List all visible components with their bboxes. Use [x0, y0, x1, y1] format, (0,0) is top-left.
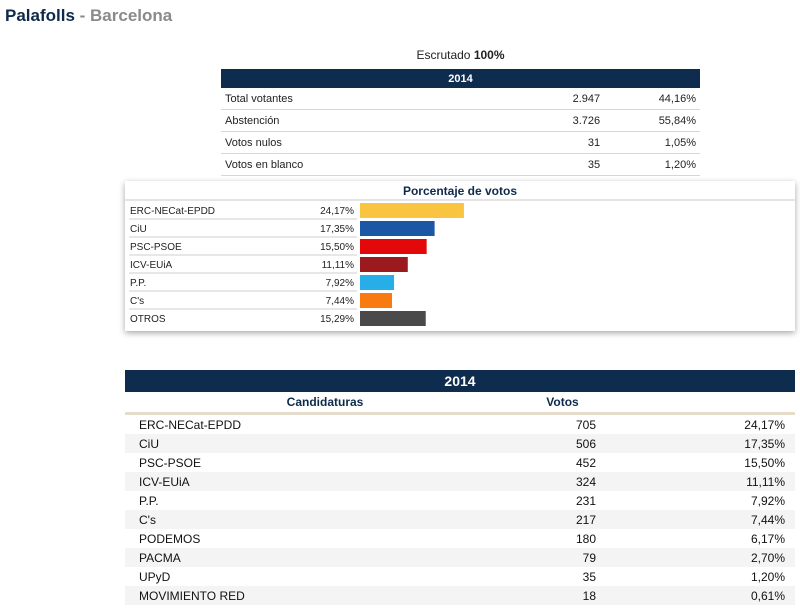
candidate-name: C's: [125, 510, 525, 529]
candidate-votes: 705: [575, 417, 596, 432]
turnout-pct: 1,20%: [604, 153, 700, 176]
candidate-name: MOVIMIENTO RED: [125, 586, 525, 605]
candidate-pct: 6,17%: [750, 531, 785, 546]
scrutiny-label: Escrutado: [416, 48, 471, 62]
bar-otros: [360, 311, 426, 326]
title-separator: -: [74, 6, 91, 25]
turnout-pct: 44,16%: [604, 88, 700, 110]
column-header-pct: [600, 392, 795, 415]
candidate-votes: 35: [582, 569, 596, 584]
candidate-pct: 15,50%: [744, 455, 785, 470]
results-row: PSC-PSOE 452 15,50%: [125, 453, 795, 472]
turnout-header-row: 2014: [221, 69, 700, 88]
turnout-label: Abstención: [221, 109, 529, 132]
chart-title: Porcentaje de votos: [403, 184, 517, 198]
candidate-votes: 231: [575, 493, 596, 508]
bar-value-label: 7,92%: [326, 278, 354, 289]
vote-share-chart: Porcentaje de votos ERC-NECat-EPDD 24,17% C…: [125, 181, 795, 331]
candidate-pct: 2,70%: [600, 548, 795, 567]
municipality-name: Palafolls: [5, 6, 75, 25]
scrutiny-value: 100%: [473, 48, 505, 62]
results-column-header-row: Candidaturas Votos: [125, 392, 795, 415]
turnout-row: Votos nulos 31 1,05%: [221, 131, 700, 154]
turnout-label: Votos nulos: [221, 131, 529, 154]
turnout-table: 2014 Total votantes 2.947 44,16% Abstenc…: [221, 69, 700, 176]
bar-value-label: 11,11%: [322, 260, 355, 271]
candidate-votes: 180: [575, 531, 596, 546]
results-row: MOVIMIENTO RED 18 0,61%: [125, 586, 795, 605]
results-table: 2014 Candidaturas Votos ERC-NECat-EPDD 70…: [125, 370, 795, 605]
page-title: Palafolls - Barcelona: [5, 6, 172, 26]
bar-value-label: 24,17%: [320, 206, 354, 217]
bar-value-label: 7,44%: [326, 296, 354, 307]
turnout-value: 3.726: [529, 109, 605, 132]
candidate-pct: 7,92%: [750, 493, 785, 508]
bar-category-label: CiU: [130, 224, 147, 235]
candidate-name: PSC-PSOE: [139, 455, 202, 470]
bar-category-label: ICV-EUiA: [130, 260, 173, 271]
candidate-name: P.P.: [139, 493, 159, 508]
bar-erc-necat-epdd: [360, 203, 464, 218]
candidate-pct: 1,20%: [750, 569, 785, 584]
candidate-votes: 217: [525, 510, 600, 529]
bar-category-label: ERC-NECat-EPDD: [130, 206, 215, 217]
bar-value-label: 15,50%: [320, 242, 354, 253]
results-year-header: 2014: [125, 370, 795, 392]
turnout-label: Total votantes: [221, 88, 529, 110]
bar-category-label: OTROS: [130, 314, 166, 325]
turnout-value: 2.947: [529, 88, 605, 110]
results-row: P.P. 231 7,92%: [125, 491, 795, 510]
bar-category-label: PSC-PSOE: [130, 242, 182, 253]
turnout-row: Abstención 3.726 55,84%: [221, 109, 700, 132]
province-name: Barcelona: [90, 6, 173, 25]
results-row: PODEMOS 180 6,17%: [125, 529, 795, 548]
bar-category-label: C's: [130, 296, 144, 307]
results-row: ERC-NECat-EPDD 705 24,17%: [125, 414, 795, 435]
scrutiny-status: Escrutado 100%: [221, 48, 700, 62]
bar-value-label: 17,35%: [320, 224, 354, 235]
candidate-votes: 506: [525, 434, 600, 453]
results-row: CiU 506 17,35%: [125, 434, 795, 453]
turnout-pct: 1,05%: [604, 131, 700, 154]
candidate-name: ERC-NECat-EPDD: [139, 417, 242, 432]
results-row: ICV-EUiA 324 11,11%: [125, 472, 795, 491]
results-year-row: 2014: [125, 370, 795, 392]
column-header-votos: Votos: [525, 392, 600, 415]
candidate-name: PODEMOS: [139, 531, 201, 546]
bar-ciu: [360, 221, 435, 236]
turnout-pct: 55,84%: [604, 109, 700, 132]
results-row: C's 217 7,44%: [125, 510, 795, 529]
candidate-votes: 452: [575, 455, 596, 470]
column-header-candidaturas: Candidaturas: [125, 392, 525, 415]
turnout-row: Votos en blanco 35 1,20%: [221, 153, 700, 176]
results-body: ERC-NECat-EPDD 705 24,17% CiU 506 17,35% PSC-P…: [125, 414, 795, 605]
candidate-pct: 11,11%: [600, 472, 795, 491]
candidate-pct: 17,35%: [600, 434, 795, 453]
candidate-name: CiU: [125, 434, 525, 453]
bar-p-p-: [360, 275, 395, 290]
results-row: PACMA 79 2,70%: [125, 548, 795, 567]
candidate-pct: 0,61%: [600, 586, 795, 605]
candidate-name: UPyD: [139, 569, 171, 584]
results-row: UPyD 35 1,20%: [125, 567, 795, 586]
turnout-label: Votos en blanco: [221, 153, 529, 176]
bar-value-label: 15,29%: [320, 314, 354, 325]
candidate-name: PACMA: [125, 548, 525, 567]
bar-icv-euia: [360, 257, 408, 272]
bar-c-s: [360, 293, 392, 308]
candidate-pct: 7,44%: [600, 510, 795, 529]
turnout-year-header: 2014: [221, 69, 700, 88]
bar-category-label: P.P.: [130, 278, 146, 289]
candidate-votes: 324: [525, 472, 600, 491]
turnout-value: 35: [529, 153, 605, 176]
turnout-row: Total votantes 2.947 44,16%: [221, 88, 700, 110]
candidate-votes: 79: [525, 548, 600, 567]
candidate-name: ICV-EUiA: [125, 472, 525, 491]
candidate-votes: 18: [525, 586, 600, 605]
turnout-value: 31: [529, 131, 605, 154]
candidate-pct: 24,17%: [744, 417, 785, 432]
vote-share-chart-svg: Porcentaje de votos ERC-NECat-EPDD 24,17% C…: [125, 184, 795, 326]
bar-psc-psoe: [360, 239, 427, 254]
